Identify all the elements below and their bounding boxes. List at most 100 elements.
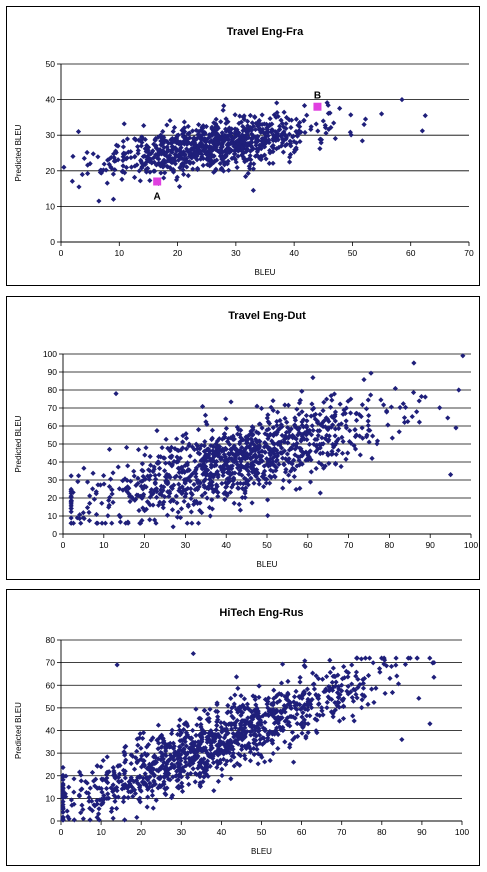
data-point	[332, 409, 339, 415]
y-tick-label: 30	[48, 475, 58, 485]
data-point	[228, 446, 234, 452]
data-point	[84, 505, 91, 511]
data-point	[364, 432, 370, 438]
data-point	[262, 440, 269, 447]
data-point	[320, 118, 326, 124]
highlight-label-a: A	[154, 191, 161, 202]
data-point	[182, 479, 188, 485]
data-point	[66, 784, 72, 790]
data-point	[231, 148, 238, 154]
data-point	[222, 126, 229, 132]
data-point	[109, 487, 115, 493]
data-point	[304, 455, 311, 462]
data-point	[345, 450, 351, 456]
data-point	[308, 126, 314, 132]
data-point	[334, 703, 340, 709]
data-point	[347, 410, 354, 416]
data-point	[320, 408, 326, 414]
data-point	[205, 711, 211, 717]
data-point	[198, 156, 204, 162]
data-point	[162, 170, 168, 176]
data-point	[297, 679, 303, 685]
data-point	[228, 399, 234, 405]
data-point	[142, 452, 148, 458]
data-point	[317, 146, 323, 152]
data-point	[105, 513, 111, 519]
data-point	[296, 400, 303, 406]
data-point	[165, 489, 171, 495]
data-point	[104, 180, 110, 186]
data-point	[251, 480, 257, 486]
data-point	[160, 128, 166, 135]
data-point	[238, 119, 244, 125]
data-point	[311, 681, 317, 687]
data-point	[259, 448, 265, 454]
data-point	[209, 124, 215, 130]
data-point	[306, 428, 312, 434]
data-point	[135, 447, 142, 453]
data-point	[287, 138, 293, 144]
data-point	[196, 121, 202, 128]
data-point	[244, 718, 250, 724]
data-point	[98, 167, 104, 173]
x-tick-label: 70	[344, 540, 354, 550]
data-point	[126, 779, 132, 785]
x-tick-label: 80	[385, 540, 395, 550]
data-point	[315, 428, 321, 434]
data-point	[338, 463, 344, 470]
data-point	[182, 151, 188, 158]
data-point	[287, 151, 294, 158]
data-point	[207, 134, 213, 140]
data-point	[271, 720, 278, 726]
data-point	[110, 815, 116, 821]
data-point	[294, 720, 300, 727]
data-point	[106, 161, 112, 167]
data-point	[108, 785, 114, 791]
data-point	[301, 662, 307, 669]
data-point	[301, 118, 307, 124]
data-point	[249, 500, 255, 506]
data-point	[169, 463, 175, 469]
data-point	[267, 462, 274, 468]
data-point	[85, 170, 91, 177]
data-point	[71, 776, 77, 782]
data-point	[237, 113, 243, 119]
x-tick-label: 0	[59, 248, 64, 258]
data-point	[361, 675, 368, 682]
data-point	[324, 705, 330, 711]
data-point	[293, 128, 299, 135]
data-point	[244, 131, 250, 137]
data-point	[252, 696, 258, 703]
data-point	[138, 788, 144, 794]
data-point	[393, 655, 399, 661]
data-point	[322, 463, 328, 469]
data-point	[195, 166, 201, 173]
data-point	[277, 417, 283, 424]
data-point	[285, 678, 291, 684]
data-point	[303, 457, 309, 463]
data-point	[383, 663, 390, 669]
data-point	[272, 447, 279, 453]
data-point	[116, 779, 122, 785]
data-point	[215, 714, 221, 720]
data-point	[361, 121, 367, 128]
data-point	[337, 401, 343, 407]
y-axis-label: Predicted BLEU	[14, 415, 23, 472]
data-point	[174, 454, 180, 460]
x-tick-label: 20	[173, 248, 183, 258]
data-point	[162, 743, 168, 750]
data-point	[213, 116, 219, 122]
data-point	[163, 746, 169, 752]
data-point	[153, 486, 160, 492]
data-point	[306, 449, 312, 455]
data-point	[232, 112, 238, 118]
data-point	[282, 415, 288, 422]
data-point	[156, 740, 162, 746]
data-point	[64, 808, 70, 814]
data-point	[134, 736, 140, 742]
data-point	[222, 431, 228, 437]
data-point	[266, 433, 272, 439]
data-point	[175, 777, 181, 783]
data-point	[325, 694, 331, 700]
data-point	[272, 453, 278, 459]
